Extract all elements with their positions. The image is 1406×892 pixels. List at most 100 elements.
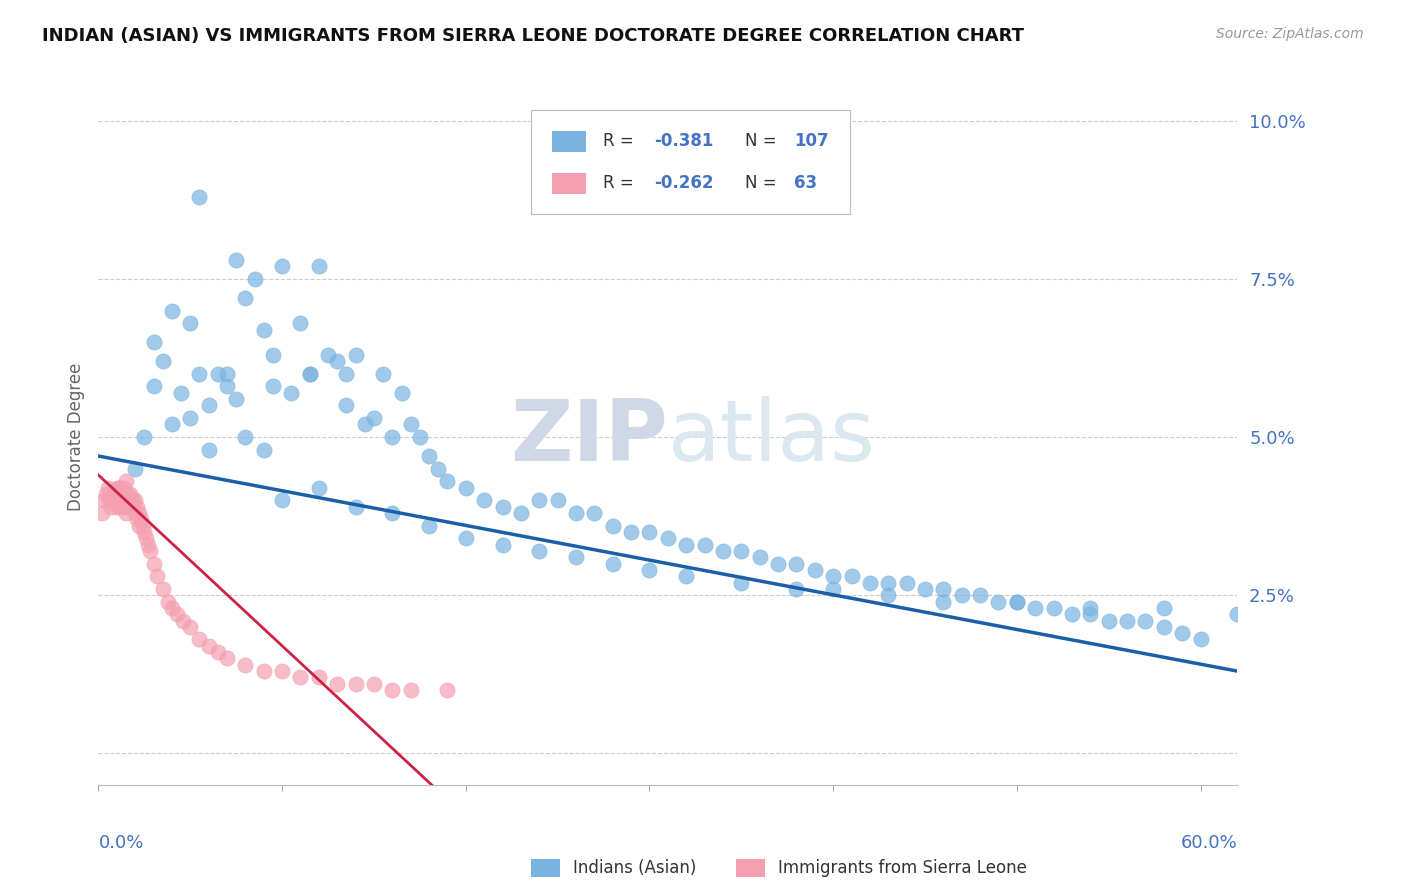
Point	[804, 563, 827, 577]
Point	[1078, 607, 1101, 622]
Point	[225, 252, 247, 267]
Point	[110, 481, 132, 495]
Point	[344, 500, 367, 514]
Point	[583, 506, 606, 520]
Point	[112, 481, 135, 495]
Point	[215, 651, 238, 665]
Point	[225, 392, 247, 406]
Point	[179, 620, 201, 634]
FancyBboxPatch shape	[551, 173, 586, 194]
Point	[335, 399, 357, 413]
Point	[987, 594, 1010, 608]
Text: Source: ZipAtlas.com: Source: ZipAtlas.com	[1216, 27, 1364, 41]
Point	[188, 632, 211, 647]
Point	[146, 569, 169, 583]
Point	[142, 379, 165, 393]
Point	[160, 303, 183, 318]
Text: atlas: atlas	[668, 395, 876, 479]
Point	[785, 582, 807, 596]
Text: N =: N =	[745, 132, 782, 151]
Point	[157, 594, 180, 608]
Point	[179, 411, 201, 425]
Point	[91, 506, 114, 520]
Point	[730, 575, 752, 590]
Point	[97, 481, 120, 495]
Point	[675, 569, 697, 583]
Point	[170, 385, 193, 400]
Point	[235, 430, 257, 444]
Point	[124, 461, 146, 475]
Point	[134, 524, 156, 539]
Point	[491, 500, 513, 514]
Point	[1226, 607, 1249, 622]
Point	[197, 442, 219, 457]
Point	[160, 417, 183, 432]
Point	[565, 506, 588, 520]
Point	[932, 594, 955, 608]
Point	[391, 385, 413, 400]
Point	[529, 544, 551, 558]
Point	[896, 575, 918, 590]
Point	[111, 493, 134, 508]
Point	[207, 367, 229, 381]
Point	[308, 260, 330, 274]
Point	[188, 190, 211, 204]
Point	[602, 518, 624, 533]
Point	[1171, 626, 1194, 640]
Point	[823, 569, 845, 583]
Point	[235, 291, 257, 305]
Point	[129, 512, 152, 526]
Point	[290, 316, 312, 330]
Point	[93, 493, 115, 508]
Point	[638, 563, 661, 577]
Point	[381, 430, 404, 444]
Point	[128, 518, 150, 533]
Point	[179, 316, 201, 330]
Point	[253, 322, 276, 336]
Point	[693, 538, 716, 552]
Point	[142, 335, 165, 350]
Point	[160, 600, 183, 615]
Point	[110, 500, 132, 514]
Point	[950, 588, 973, 602]
Point	[308, 670, 330, 684]
Point	[547, 493, 569, 508]
Point	[353, 417, 375, 432]
Point	[142, 557, 165, 571]
Point	[711, 544, 734, 558]
Point	[363, 677, 385, 691]
Point	[1098, 614, 1121, 628]
FancyBboxPatch shape	[551, 131, 586, 152]
Point	[104, 493, 127, 508]
Point	[271, 260, 294, 274]
Point	[436, 475, 458, 489]
Point	[785, 557, 807, 571]
Text: 63: 63	[794, 174, 817, 192]
Point	[107, 493, 129, 508]
Text: Indians (Asian): Indians (Asian)	[574, 860, 697, 878]
Point	[172, 614, 194, 628]
Point	[298, 367, 321, 381]
Point	[472, 493, 495, 508]
Point	[253, 664, 276, 678]
Point	[371, 367, 394, 381]
Point	[121, 500, 143, 514]
Text: -0.381: -0.381	[654, 132, 714, 151]
Point	[427, 461, 450, 475]
Text: N =: N =	[745, 174, 782, 192]
Point	[121, 493, 143, 508]
Point	[399, 417, 422, 432]
Y-axis label: Doctorate Degree: Doctorate Degree	[66, 363, 84, 511]
Point	[207, 645, 229, 659]
Point	[1060, 607, 1083, 622]
Point	[436, 683, 458, 698]
Point	[117, 487, 139, 501]
Point	[262, 348, 284, 362]
Point	[381, 506, 404, 520]
Point	[152, 354, 174, 368]
Point	[418, 449, 440, 463]
Point	[271, 493, 294, 508]
Point	[859, 575, 882, 590]
Point	[115, 475, 138, 489]
Point	[125, 500, 148, 514]
